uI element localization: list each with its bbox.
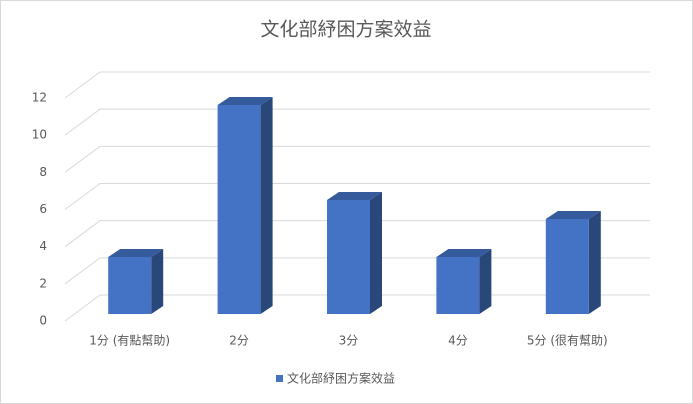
bar-front <box>545 219 589 314</box>
bar <box>436 249 492 314</box>
grid-line <box>64 71 650 99</box>
x-tick-label: 4分 <box>448 334 468 348</box>
y-tick-label: 10 <box>32 128 47 142</box>
chart-title: 文化部紓困方案效益 <box>260 19 431 41</box>
grid-line <box>64 220 650 248</box>
y-tick-label: 12 <box>32 91 47 105</box>
bar-side <box>370 192 382 314</box>
bar-front <box>217 105 261 314</box>
bar-side <box>151 249 164 314</box>
bar <box>327 192 382 314</box>
y-tick-label: 4 <box>39 239 47 253</box>
grid-line <box>64 183 650 210</box>
legend-swatch <box>276 375 283 382</box>
bar <box>217 97 273 314</box>
y-tick-label: 0 <box>39 314 47 328</box>
bar-top <box>545 211 601 219</box>
bar-front <box>108 257 152 314</box>
bar-top <box>108 249 164 257</box>
bar <box>545 211 601 314</box>
y-tick-label: 8 <box>39 165 47 179</box>
bar-front <box>436 257 480 314</box>
x-tick-label: 2分 <box>229 334 249 348</box>
bar <box>108 249 164 314</box>
x-tick-label: 3分 <box>339 334 359 348</box>
bar-top <box>436 249 492 257</box>
bar-side <box>479 249 492 314</box>
legend-label: 文化部紓困方案效益 <box>287 371 395 386</box>
grid-line <box>64 108 650 136</box>
bar-top <box>217 97 273 105</box>
bar-side <box>260 97 273 314</box>
x-tick-label: 1分 (有點幫助) <box>89 333 170 348</box>
y-tick-label: 2 <box>39 276 47 290</box>
x-tick-label: 5分 (很有幫助) <box>527 333 608 348</box>
y-tick-label: 6 <box>39 202 47 216</box>
bar-side <box>588 211 601 314</box>
bar-top <box>327 192 382 200</box>
bar-front <box>327 200 370 314</box>
grid-line <box>64 145 650 173</box>
